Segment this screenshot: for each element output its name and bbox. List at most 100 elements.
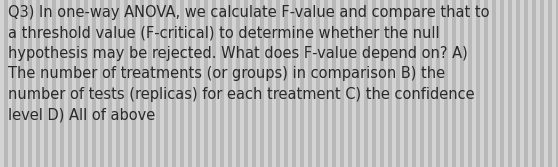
Bar bbox=[144, 0, 148, 167]
Bar bbox=[432, 0, 436, 167]
Bar bbox=[284, 0, 288, 167]
Bar bbox=[388, 0, 392, 167]
Bar bbox=[68, 0, 72, 167]
Bar bbox=[168, 0, 172, 167]
Bar bbox=[464, 0, 468, 167]
Bar bbox=[524, 0, 528, 167]
Bar bbox=[212, 0, 216, 167]
Bar bbox=[128, 0, 132, 167]
Bar bbox=[208, 0, 212, 167]
Bar bbox=[380, 0, 384, 167]
Bar bbox=[248, 0, 252, 167]
Bar bbox=[456, 0, 460, 167]
Bar bbox=[12, 0, 16, 167]
Bar bbox=[132, 0, 136, 167]
Bar bbox=[404, 0, 408, 167]
Bar bbox=[224, 0, 228, 167]
Bar bbox=[260, 0, 264, 167]
Bar bbox=[488, 0, 492, 167]
Bar bbox=[272, 0, 276, 167]
Bar bbox=[340, 0, 344, 167]
Bar bbox=[332, 0, 336, 167]
Bar bbox=[556, 0, 558, 167]
Bar bbox=[532, 0, 536, 167]
Bar bbox=[84, 0, 88, 167]
Bar bbox=[52, 0, 56, 167]
Bar bbox=[508, 0, 512, 167]
Bar bbox=[304, 0, 308, 167]
Bar bbox=[412, 0, 416, 167]
Bar bbox=[180, 0, 184, 167]
Bar bbox=[228, 0, 232, 167]
Bar bbox=[40, 0, 44, 167]
Bar bbox=[88, 0, 92, 167]
Bar bbox=[436, 0, 440, 167]
Bar bbox=[252, 0, 256, 167]
Bar bbox=[196, 0, 200, 167]
Bar bbox=[372, 0, 376, 167]
Bar bbox=[244, 0, 248, 167]
Bar bbox=[316, 0, 320, 167]
Bar bbox=[512, 0, 516, 167]
Bar bbox=[0, 0, 4, 167]
Bar bbox=[296, 0, 300, 167]
Bar bbox=[292, 0, 296, 167]
Bar bbox=[460, 0, 464, 167]
Bar bbox=[4, 0, 8, 167]
Bar bbox=[100, 0, 104, 167]
Bar bbox=[280, 0, 284, 167]
Bar bbox=[232, 0, 236, 167]
Bar bbox=[240, 0, 244, 167]
Bar bbox=[480, 0, 484, 167]
Bar bbox=[80, 0, 84, 167]
Bar bbox=[444, 0, 448, 167]
Bar bbox=[148, 0, 152, 167]
Bar bbox=[396, 0, 400, 167]
Bar bbox=[312, 0, 316, 167]
Bar bbox=[116, 0, 120, 167]
Bar bbox=[56, 0, 60, 167]
Bar bbox=[184, 0, 188, 167]
Bar bbox=[188, 0, 192, 167]
Bar bbox=[352, 0, 356, 167]
Bar bbox=[72, 0, 76, 167]
Bar bbox=[424, 0, 428, 167]
Bar bbox=[256, 0, 260, 167]
Bar bbox=[104, 0, 108, 167]
Bar bbox=[452, 0, 456, 167]
Bar bbox=[152, 0, 156, 167]
Bar bbox=[516, 0, 520, 167]
Bar bbox=[44, 0, 48, 167]
Bar bbox=[500, 0, 504, 167]
Bar bbox=[344, 0, 348, 167]
Bar bbox=[484, 0, 488, 167]
Bar bbox=[324, 0, 328, 167]
Bar bbox=[536, 0, 540, 167]
Bar bbox=[400, 0, 404, 167]
Bar bbox=[448, 0, 452, 167]
Bar bbox=[160, 0, 164, 167]
Bar bbox=[8, 0, 12, 167]
Bar bbox=[176, 0, 180, 167]
Bar bbox=[124, 0, 128, 167]
Bar bbox=[492, 0, 496, 167]
Bar bbox=[544, 0, 548, 167]
Bar bbox=[440, 0, 444, 167]
Bar bbox=[300, 0, 304, 167]
Bar bbox=[528, 0, 532, 167]
Bar bbox=[120, 0, 124, 167]
Bar bbox=[320, 0, 324, 167]
Bar bbox=[520, 0, 524, 167]
Bar bbox=[552, 0, 556, 167]
Bar bbox=[384, 0, 388, 167]
Bar bbox=[348, 0, 352, 167]
Bar bbox=[308, 0, 312, 167]
Bar bbox=[24, 0, 28, 167]
Bar bbox=[264, 0, 268, 167]
Bar bbox=[112, 0, 116, 167]
Bar bbox=[20, 0, 24, 167]
Bar bbox=[16, 0, 20, 167]
Bar bbox=[420, 0, 424, 167]
Bar bbox=[504, 0, 508, 167]
Bar bbox=[48, 0, 52, 167]
